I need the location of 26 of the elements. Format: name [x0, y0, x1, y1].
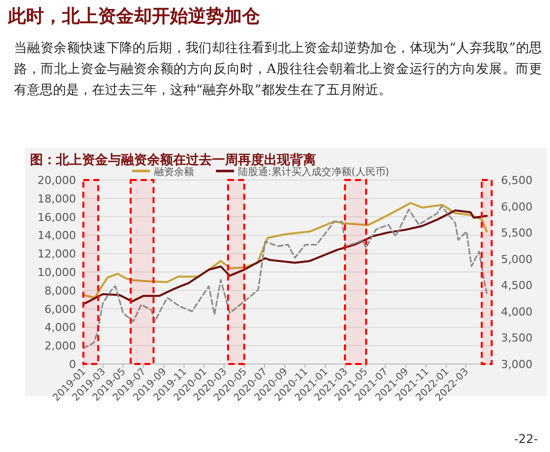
- y2-tick-label: 5,500: [501, 226, 532, 240]
- y2-tick-label: 5,000: [501, 252, 532, 266]
- y-tick-label: 2,000: [44, 340, 76, 353]
- text: 当融资余额快速下降的后期，我们却往往看到北上资金却逆势加仓，体现为“人弃我取”的思路，而北上资金与融资余额的方向反向时，A股往往会朝着北上资金运行的方向发展。而更有意思的是，在过去三年，这种“融弃外取”都发生在了五月附近。: [14, 40, 542, 100]
- text: -22-: [514, 432, 538, 446]
- chart-title: 此时，北上资金却开始逆势加仓: [8, 5, 260, 28]
- y-tick-label: 16,000: [38, 210, 76, 224]
- y-tick-label: 12,000: [38, 248, 76, 261]
- y2-tick-label: 6,500: [501, 174, 532, 187]
- legend-label: 陆股通:累计买入成交净额(人民币): [238, 166, 390, 178]
- y-tick-label: 18,000: [38, 192, 76, 206]
- y-tick-label: 20,000: [38, 174, 76, 187]
- legend-label: 融资余额: [154, 166, 194, 178]
- y-tick-label: 14,000: [38, 229, 76, 242]
- y2-tick-label: 3,000: [501, 358, 532, 371]
- chart-subtitle: 图：北上资金与融资余额在过去一周再度出现背离: [30, 152, 316, 168]
- line-series: [82, 205, 488, 350]
- y-tick-label: 6,000: [44, 302, 76, 316]
- y2-tick-label: 4,500: [501, 279, 532, 292]
- y2-tick-label: 4,000: [501, 305, 532, 318]
- y-tick-label: 10,000: [38, 266, 76, 279]
- y2-tick-label: 6,000: [501, 200, 532, 214]
- y2-tick-label: 3,500: [501, 332, 532, 345]
- y-tick-label: 4,000: [44, 321, 76, 334]
- y-tick-label: 0: [69, 358, 76, 371]
- y-tick-label: 8,000: [44, 284, 76, 298]
